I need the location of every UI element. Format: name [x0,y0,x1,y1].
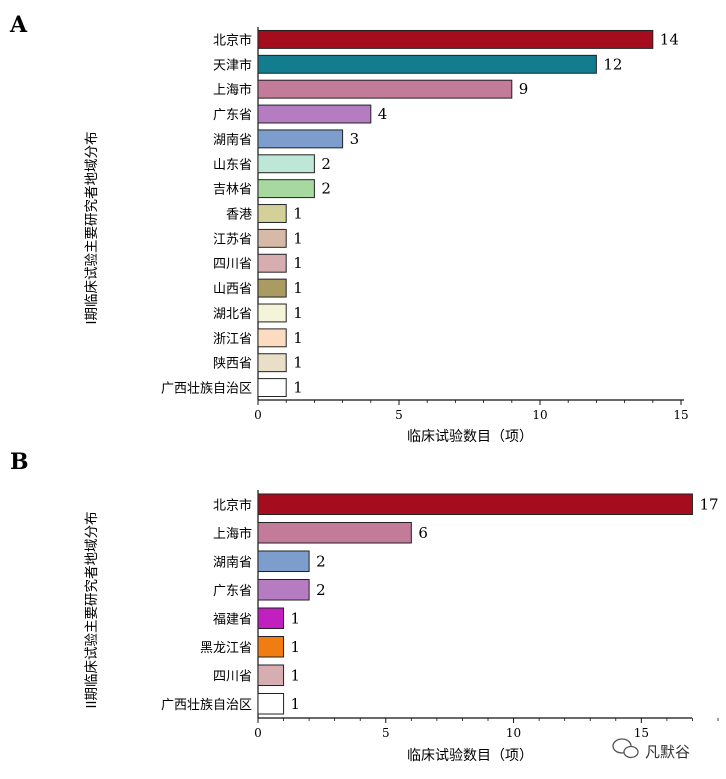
category-label: 湖南省 [213,554,252,570]
category-label: 湖南省 [213,132,252,148]
value-label: 2 [321,155,331,173]
bar [257,104,372,124]
panel-b-y-axis-title: II期临床试验主要研究者地域分布 [84,512,100,709]
value-label: 1 [293,254,303,272]
value-label: 17 [699,495,718,513]
bar [257,664,285,687]
bar [257,493,693,516]
category-label: 吉林省 [213,183,252,198]
x-tick-label: 0 [254,726,262,740]
bar [257,521,412,544]
x-tick-label: 15 [634,726,649,740]
value-label: 9 [519,80,529,98]
category-label: 福建省 [213,612,252,627]
bar [257,278,287,298]
category-label: 上海市 [213,526,252,542]
value-label: 14 [660,30,679,48]
value-label: 1 [293,304,303,322]
category-label: 山西省 [213,282,252,297]
bar [257,204,287,223]
x-tick-label: 0 [254,408,262,422]
x-tick-label: 5 [395,408,403,422]
value-label: 1 [293,279,303,297]
category-label: 北京市 [213,32,252,48]
bar [257,635,285,658]
watermark: 凡默谷 [612,738,690,761]
wechat-icon [612,738,639,759]
bar [257,692,285,715]
panel-b-x-axis-title: 临床试验数目（项） [407,748,533,764]
bar [257,607,285,630]
value-label: 2 [316,581,326,599]
value-label: 1 [291,609,301,627]
x-tick-label: 15 [673,408,688,422]
value-label: 1 [291,695,301,713]
x-tick-label: 10 [532,408,547,422]
panel-b: B II期临床试验主要研究者地域分布 临床试验数目（项） 0 5 10 15 北京市 17… [10,449,719,764]
category-label: 广西壮族自治区 [161,381,252,397]
x-tick-label: 10 [506,726,521,740]
category-label: 广东省 [213,108,252,123]
category-label: 北京市 [213,497,252,513]
panel-a-letter: A [9,12,28,38]
bar [257,79,513,99]
bar [257,353,287,373]
category-label: 香港 [226,208,252,223]
value-label: 1 [293,205,303,223]
bar [257,253,287,273]
bar [257,328,287,348]
value-label: 1 [293,329,303,347]
bar [257,54,597,74]
category-label: 广东省 [213,584,252,599]
category-label: 浙江省 [213,332,252,347]
value-label: 1 [291,638,301,656]
value-label: 1 [293,379,303,397]
bar [257,550,310,573]
value-label: 1 [293,354,303,372]
category-label: 四川省 [213,257,252,272]
value-label: 4 [378,105,388,123]
bar [257,29,654,49]
panel-a-x-axis-title: 临床试验数目（项） [407,429,533,445]
value-label: 6 [418,524,428,542]
bar [257,154,315,174]
category-label: 山东省 [213,158,252,173]
category-label: 天津市 [213,57,252,73]
watermark-text: 凡默谷 [645,743,690,761]
category-label: 湖北省 [213,307,252,322]
value-label: 1 [293,229,303,247]
category-label: 陕西省 [213,357,252,372]
value-label: 2 [321,180,331,198]
bar [257,228,287,248]
bar [257,378,287,398]
panel-a-y-axis-title: I期临床试验主要研究者地域分布 [84,132,100,325]
category-label: 广西壮族自治区 [161,697,252,713]
value-label: 12 [603,55,622,73]
bar [257,303,287,323]
category-label: 四川省 [213,669,252,684]
value-label: 1 [291,666,301,684]
bar [257,179,315,199]
x-tick-label: 5 [382,726,390,740]
value-label: 2 [316,552,326,570]
bar [257,578,310,601]
category-label: 黑龙江省 [200,641,252,656]
bar [257,129,344,149]
category-label: 上海市 [213,82,252,98]
value-label: 3 [350,130,360,148]
panel-b-letter: B [10,449,29,475]
category-label: 江苏省 [213,231,252,247]
